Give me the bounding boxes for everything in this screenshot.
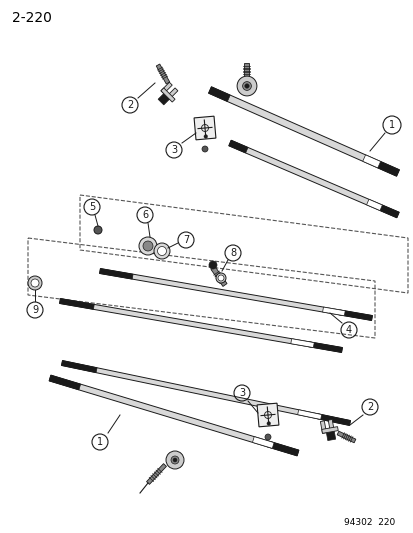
Polygon shape <box>59 298 94 309</box>
Polygon shape <box>228 140 247 153</box>
Circle shape <box>154 243 170 259</box>
Polygon shape <box>267 441 298 456</box>
Circle shape <box>204 135 207 138</box>
Circle shape <box>171 456 178 464</box>
Polygon shape <box>158 94 169 105</box>
Polygon shape <box>307 342 342 352</box>
Circle shape <box>202 146 207 152</box>
Polygon shape <box>211 266 226 286</box>
Polygon shape <box>377 161 399 176</box>
Polygon shape <box>146 464 166 484</box>
Polygon shape <box>166 88 178 99</box>
Polygon shape <box>256 403 278 427</box>
Polygon shape <box>366 199 382 211</box>
Text: 2: 2 <box>366 402 372 412</box>
Polygon shape <box>156 64 169 84</box>
Text: 3: 3 <box>238 388 244 398</box>
Circle shape <box>166 451 183 469</box>
Circle shape <box>94 226 102 234</box>
Text: 2-220: 2-220 <box>12 11 52 25</box>
Text: 9: 9 <box>32 305 38 315</box>
Polygon shape <box>322 307 344 316</box>
Polygon shape <box>321 426 337 433</box>
Polygon shape <box>161 88 175 102</box>
Text: 7: 7 <box>183 235 189 245</box>
Circle shape <box>142 241 153 251</box>
Circle shape <box>244 84 249 88</box>
Circle shape <box>216 273 225 283</box>
Polygon shape <box>328 419 333 432</box>
Polygon shape <box>252 437 273 448</box>
Polygon shape <box>297 410 321 419</box>
Text: 1: 1 <box>388 120 394 130</box>
Text: 1: 1 <box>97 437 103 447</box>
Polygon shape <box>325 431 335 441</box>
Polygon shape <box>228 140 398 218</box>
Polygon shape <box>208 87 399 176</box>
Polygon shape <box>62 360 97 373</box>
Polygon shape <box>208 87 230 101</box>
Polygon shape <box>338 310 372 320</box>
Text: 8: 8 <box>229 248 235 258</box>
Text: 94302  220: 94302 220 <box>343 518 394 527</box>
Circle shape <box>218 275 223 281</box>
Circle shape <box>139 237 157 255</box>
Text: 4: 4 <box>345 325 351 335</box>
Circle shape <box>157 246 166 255</box>
Polygon shape <box>49 375 81 390</box>
Circle shape <box>264 434 271 440</box>
Polygon shape <box>336 431 355 443</box>
Circle shape <box>266 422 270 425</box>
Polygon shape <box>362 155 380 168</box>
Polygon shape <box>194 116 216 140</box>
Circle shape <box>242 82 251 91</box>
Text: 5: 5 <box>89 202 95 212</box>
Text: 2: 2 <box>126 100 133 110</box>
Polygon shape <box>62 360 350 425</box>
Circle shape <box>173 458 177 462</box>
Polygon shape <box>161 82 172 94</box>
Circle shape <box>28 276 42 290</box>
Polygon shape <box>379 205 398 218</box>
Polygon shape <box>100 269 372 320</box>
Text: 3: 3 <box>171 145 177 155</box>
Circle shape <box>31 279 39 287</box>
Polygon shape <box>314 414 350 425</box>
Polygon shape <box>100 269 133 279</box>
Circle shape <box>237 76 256 96</box>
Polygon shape <box>49 375 298 456</box>
Polygon shape <box>320 421 325 433</box>
Polygon shape <box>244 63 249 78</box>
Polygon shape <box>290 338 313 348</box>
Text: 6: 6 <box>142 210 148 220</box>
Polygon shape <box>59 298 342 352</box>
Circle shape <box>209 261 216 269</box>
